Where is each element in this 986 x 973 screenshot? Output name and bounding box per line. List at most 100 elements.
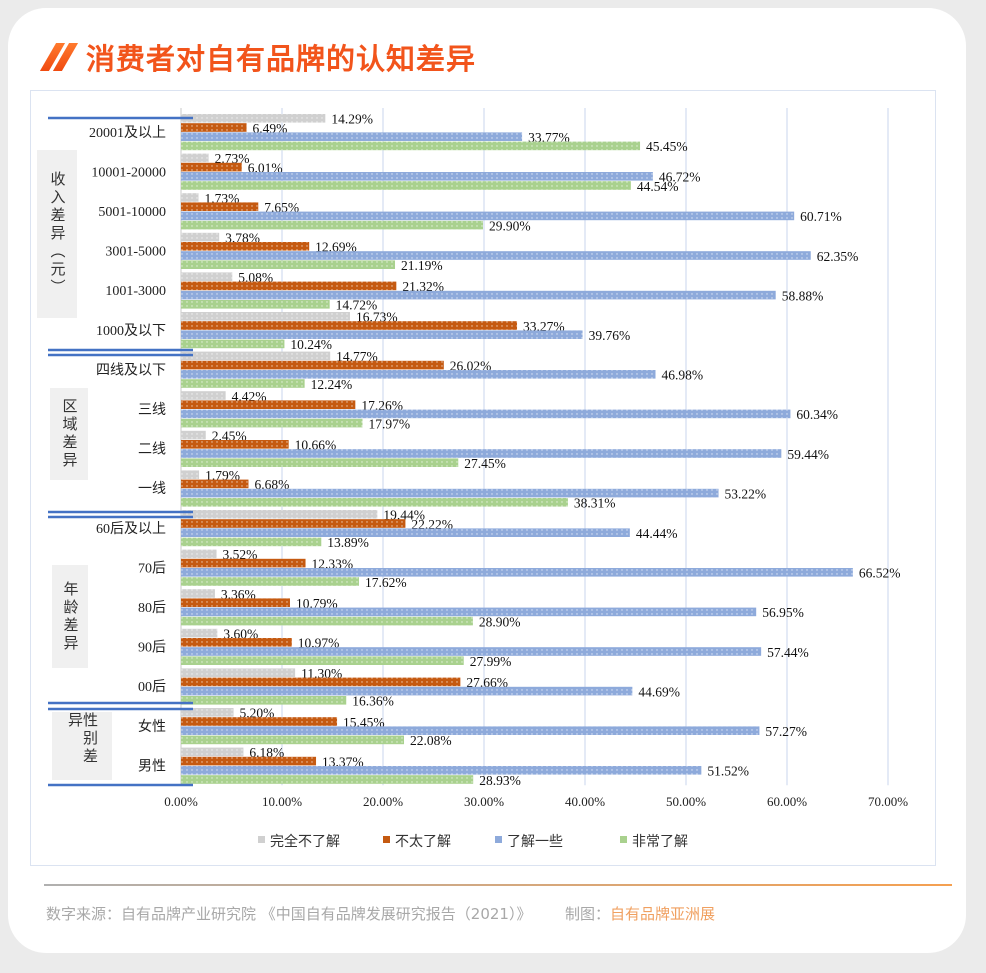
title-text: 消费者对自有品牌的认知差异 [86,42,477,76]
bar-texture [181,479,249,489]
data-label: 13.37% [322,754,364,769]
x-tick-label: 10.00% [262,794,302,809]
data-label: 6.68% [254,477,289,492]
x-tick-label: 70.00% [868,794,908,809]
data-label: 46.72% [659,170,701,185]
source-text: 数字来源：自有品牌产业研究院 《中国自有品牌发展研究报告（2021）》 [46,905,532,923]
bar-texture [181,400,356,409]
page-title: 消费者对自有品牌的认知差异 [39,36,477,78]
credit-value: 自有品牌亚洲展 [610,905,716,923]
data-label: 27.45% [464,456,506,471]
data-label: 3.60% [223,626,258,641]
data-label: 58.88% [782,288,824,303]
card [8,8,966,953]
data-label: 3.78% [225,230,260,245]
bar-texture [181,726,760,735]
bar-texture [181,242,310,251]
data-label: 46.98% [661,368,703,383]
bar-texture [181,211,795,221]
bar-texture [181,360,444,370]
bar-texture [181,321,518,330]
bar-texture [181,498,568,507]
data-label: 10.97% [298,636,340,651]
bar-texture [181,756,317,766]
data-label: 38.31% [574,496,616,511]
data-label: 29.90% [489,218,531,233]
x-tick-label: 30.00% [464,794,504,809]
category-label: 一线 [138,481,166,497]
data-label: 22.08% [410,733,452,748]
data-label: 44.44% [636,526,678,541]
data-label: 6.18% [249,745,284,760]
bar-texture [181,519,406,528]
bar-texture [181,677,461,687]
data-label: 59.44% [787,447,829,462]
category-label: 1000及以下 [96,323,166,339]
data-label: 56.95% [762,605,804,620]
data-label: 28.93% [479,773,521,788]
data-label: 16.73% [356,310,398,325]
bar-texture [181,379,305,388]
data-label: 60.71% [800,209,842,224]
data-label: 17.26% [361,398,403,413]
data-label: 6.49% [253,121,288,136]
data-label: 3.36% [221,587,256,602]
category-label: 20001及以上 [89,125,166,141]
bar-texture [181,589,215,598]
category-label: 1001-3000 [105,284,166,299]
bar-texture [181,528,630,537]
bar-texture [181,114,326,123]
bar-texture [181,409,791,419]
bar-texture [181,458,459,467]
bar-texture [181,735,405,745]
category-label: 男性 [138,758,166,774]
bar-texture [181,647,762,656]
data-label: 26.02% [450,358,492,373]
bar-texture [181,717,338,726]
bar-texture [181,312,350,321]
data-label: 10.24% [290,337,332,352]
data-label: 39.76% [589,328,631,343]
data-label: 2.73% [215,151,250,166]
bar-texture [181,488,719,498]
bar-texture [181,686,633,696]
group-label-gender: 性别差异 [52,712,112,780]
bar-texture [181,747,244,757]
data-label: 33.77% [528,130,570,145]
group-label-text: 性别差异 [66,712,99,766]
bar-texture [181,549,217,559]
category-label: 三线 [138,402,166,418]
bar-texture [181,628,218,638]
data-label: 2.45% [212,428,247,443]
x-tick-label: 40.00% [565,794,605,809]
category-label: 四线及以下 [96,362,166,378]
group-label-age: 年龄差异 [52,565,88,668]
data-label: 6.01% [248,160,283,175]
group-label-region: 区域差异 [50,388,88,480]
legend-swatch [383,836,390,843]
x-tick-label: 50.00% [666,794,706,809]
category-label: 5001-10000 [98,205,166,220]
footer: 数字来源：自有品牌产业研究院 《中国自有品牌发展研究报告（2021）》 制图：自… [46,903,715,924]
data-label: 17.97% [368,416,410,431]
footer-divider [44,884,952,886]
bar-texture [181,193,199,202]
bar-texture [181,281,397,291]
data-label: 27.99% [470,654,512,669]
data-label: 33.27% [523,319,565,334]
bar-texture [181,290,776,300]
data-label: 16.36% [352,694,394,709]
data-label: 21.32% [402,279,444,294]
group-label-text: 年龄差异 [61,580,80,653]
bar-texture [181,418,363,428]
data-label: 53.22% [725,486,767,501]
bar-texture [181,172,653,181]
legend-label: 完全不了解 [270,833,340,850]
legend-label: 非常了解 [632,834,688,850]
category-label: 3001-5000 [105,245,166,260]
data-label: 5.20% [240,706,275,721]
data-label: 60.34% [796,407,838,422]
category-label: 60后及以上 [96,521,166,537]
category-label: 女性 [138,718,166,735]
x-tick-label: 60.00% [767,794,807,809]
